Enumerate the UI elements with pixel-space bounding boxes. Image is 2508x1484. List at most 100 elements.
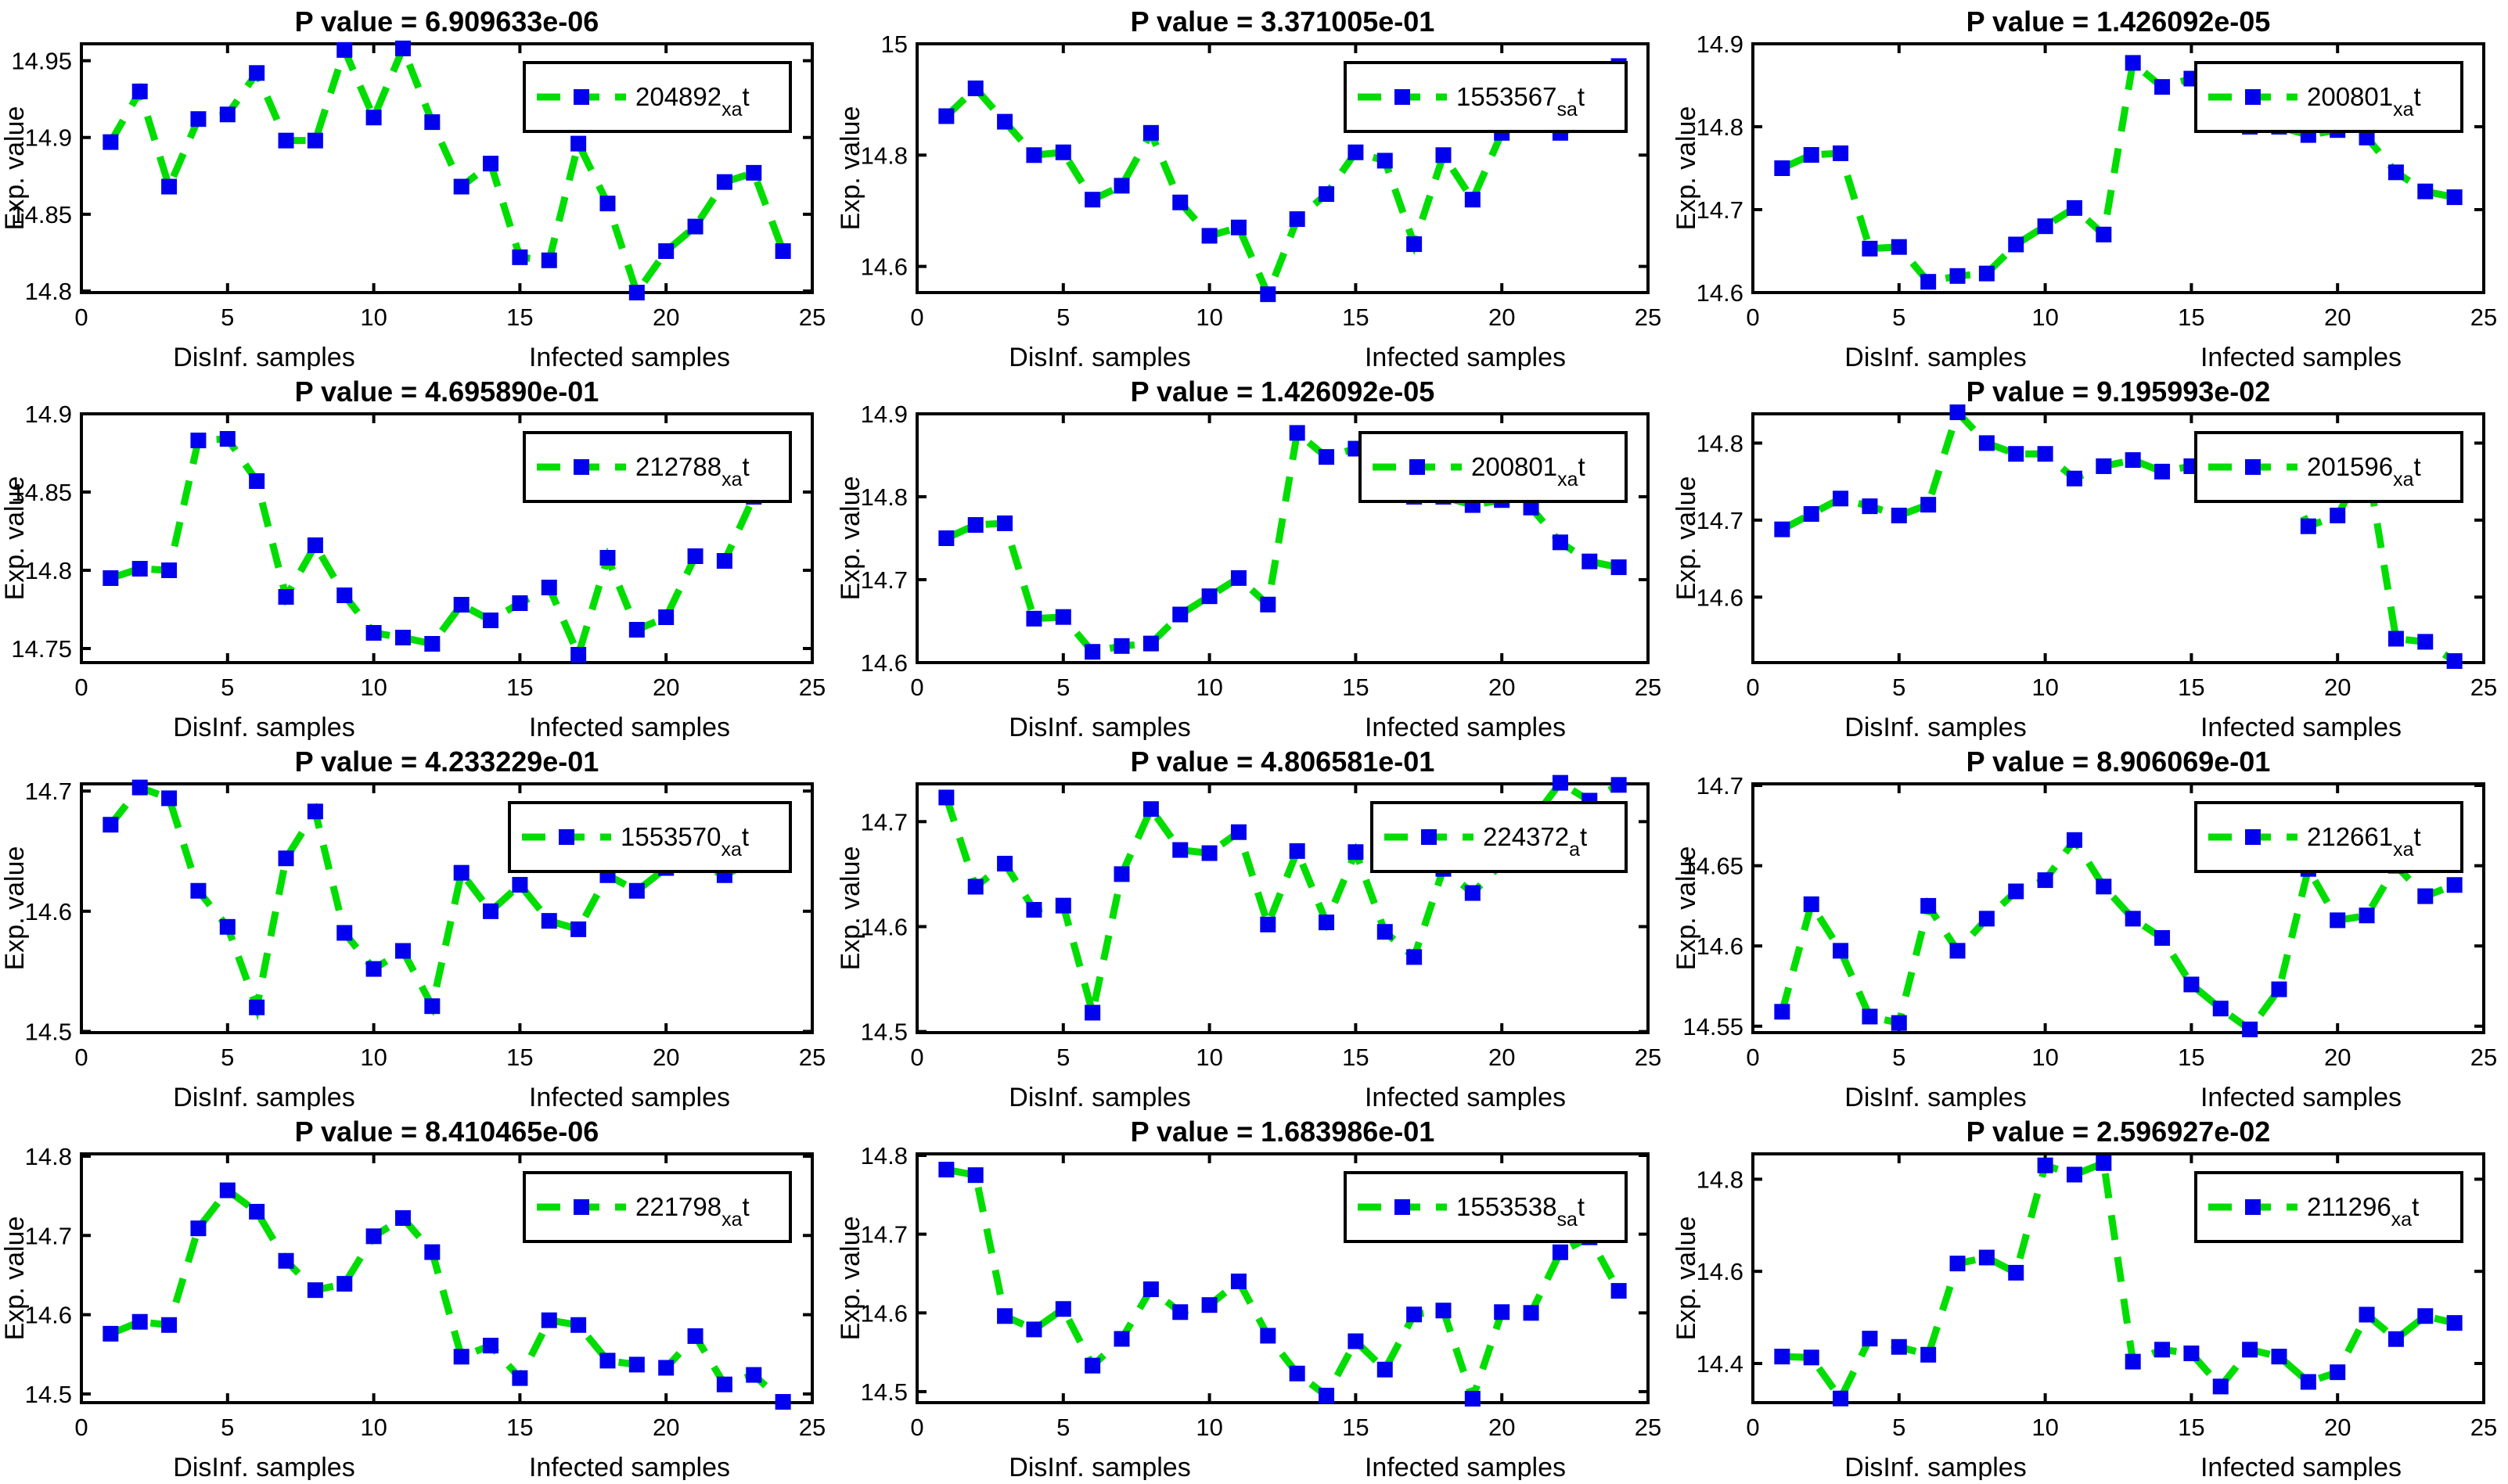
data-point-marker — [967, 80, 984, 96]
data-point-marker — [1055, 897, 1071, 914]
data-point-marker — [1862, 1008, 1878, 1025]
data-point-marker — [424, 636, 441, 652]
x-tick-label: 10 — [1196, 674, 1222, 701]
subplot-212788_x_at-3: P value = 4.695890e-01 Exp. value DisInf. … — [0, 370, 836, 742]
x-tick-label: 25 — [2470, 674, 2497, 701]
data-point-marker — [394, 40, 411, 56]
data-point-marker — [1055, 609, 1071, 625]
data-point-marker — [2154, 463, 2171, 480]
x-tick-label: 20 — [2324, 1414, 2351, 1441]
x-tick-label: 20 — [2324, 304, 2351, 331]
data-point-marker — [628, 285, 645, 300]
data-point-marker — [658, 243, 675, 259]
data-point-marker — [1319, 186, 1335, 203]
data-point-marker — [1891, 507, 1907, 523]
data-point-marker — [2330, 912, 2346, 929]
plot-box — [80, 1152, 814, 1404]
data-point-marker — [1833, 145, 1849, 161]
data-point-marker — [1114, 638, 1130, 654]
data-point-marker — [1920, 1346, 1937, 1363]
x-tick-label: 5 — [221, 304, 234, 331]
y-tick-label: 14.7 — [861, 808, 908, 835]
subplot-title: P value = 3.371005e-01 — [1131, 5, 1435, 38]
data-point-marker — [2271, 981, 2287, 997]
x-label-right: Infected samples — [1365, 713, 1566, 740]
data-point-marker — [2096, 458, 2112, 474]
data-point-marker — [512, 595, 528, 611]
x-tick-label: 15 — [2178, 304, 2204, 331]
data-point-marker — [1435, 1303, 1452, 1319]
data-point-marker — [1289, 425, 1305, 441]
x-label-left: DisInf. samples — [173, 1083, 354, 1110]
data-point-marker — [1523, 1305, 1539, 1321]
legend-marker-sample — [2245, 89, 2261, 105]
y-tick-label: 14.8 — [25, 557, 72, 584]
x-tick-label: 0 — [1746, 1044, 1759, 1071]
x-tick-label: 0 — [1746, 304, 1759, 331]
subplot-title: P value = 1.426092e-05 — [1131, 375, 1435, 408]
y-tick-label: 14.5 — [25, 1381, 72, 1408]
data-point-marker — [131, 83, 148, 99]
y-tick-label: 14.8 — [861, 483, 908, 511]
data-point-marker — [307, 537, 323, 553]
data-point-marker — [1523, 499, 1539, 516]
data-point-marker — [716, 553, 732, 569]
data-point-marker — [1230, 824, 1247, 840]
data-point-marker — [103, 134, 119, 150]
x-tick-label: 10 — [360, 1414, 387, 1441]
subplot-svg: P value = 8.410465e-06 Exp. value DisInf. … — [0, 1116, 826, 1482]
data-point-marker — [1142, 635, 1159, 652]
y-tick-label: 14.7 — [1697, 196, 1743, 224]
data-point-marker — [1920, 497, 1937, 513]
y-tick-label: 14.8 — [861, 142, 908, 169]
data-point-marker — [1949, 404, 1966, 421]
subplot-svg: P value = 4.233229e-01 Exp. value DisInf. … — [0, 746, 826, 1112]
subplot-200801_x_at-4: P value = 1.426092e-05 Exp. value DisInf. … — [836, 370, 1671, 742]
legend-label: 211296xat — [2307, 1192, 2419, 1231]
legend-box — [523, 61, 792, 133]
y-tick-label: 14.8 — [1697, 1166, 1743, 1193]
x-tick-label: 15 — [2178, 1414, 2204, 1441]
y-tick-label: 14.6 — [1697, 584, 1743, 611]
y-tick-label: 14.6 — [1697, 279, 1743, 307]
data-point-marker — [2125, 911, 2141, 927]
data-point-marker — [103, 1325, 119, 1342]
data-point-marker — [599, 1353, 616, 1369]
data-point-marker — [365, 625, 382, 641]
legend-label: 212661xat — [2307, 822, 2421, 861]
data-point-marker — [1201, 1297, 1218, 1313]
x-label-right: Infected samples — [2200, 343, 2402, 370]
data-point-marker — [2387, 164, 2404, 181]
y-axis-label: Exp. value — [0, 476, 30, 601]
data-point-marker — [1774, 1349, 1790, 1365]
data-point-marker — [1142, 1281, 1159, 1298]
y-axis-label: Exp. value — [0, 846, 30, 971]
legend-marker-sample — [574, 89, 589, 105]
data-point-marker — [1230, 219, 1247, 235]
x-tick-label: 5 — [221, 1414, 234, 1441]
data-point-marker — [2037, 1157, 2053, 1173]
legend-box — [523, 1171, 792, 1243]
subplot-224372_at-7: P value = 4.806581e-01 Exp. value DisInf. … — [836, 740, 1671, 1112]
legend-box — [508, 801, 792, 873]
data-point-marker — [2417, 888, 2434, 904]
data-point-marker — [1172, 606, 1189, 623]
data-point-marker — [1494, 1304, 1510, 1321]
data-point-marker — [394, 630, 411, 645]
data-point-marker — [365, 1228, 382, 1245]
data-point-marker — [249, 1203, 265, 1220]
x-tick-label: 20 — [653, 674, 679, 701]
x-tick-label: 25 — [2470, 304, 2497, 331]
x-tick-label: 15 — [506, 304, 533, 331]
data-point-marker — [512, 877, 528, 893]
data-point-marker — [2008, 236, 2024, 253]
x-tick-label: 25 — [799, 674, 826, 701]
data-point-marker — [1552, 1244, 1568, 1260]
x-tick-label: 25 — [799, 1414, 826, 1441]
y-tick-label: 14.7 — [861, 566, 908, 594]
subplot-title: P value = 9.195993e-02 — [1966, 375, 2271, 408]
data-point-marker — [938, 108, 955, 124]
data-point-marker — [1891, 1015, 1907, 1031]
data-point-marker — [219, 106, 236, 123]
